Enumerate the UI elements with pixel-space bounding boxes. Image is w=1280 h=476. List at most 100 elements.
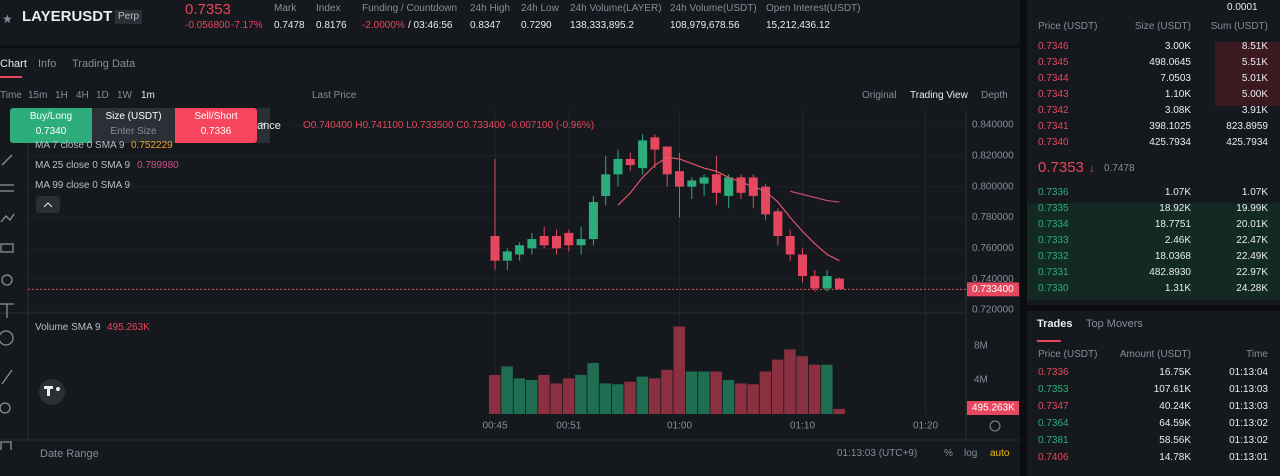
volume-tag [967,401,1019,415]
chart: 0.840000 0.820000 0.800000 0.780000 0.760000… [0,76,1020,450]
close-widget[interactable]: × [257,108,270,143]
ma-name: MA 25 close 0 SMA 9 [35,160,131,171]
ob-price: 0.7346 [1038,41,1069,52]
y-tick-label: 0.720000 [972,305,1014,316]
candle-body [711,174,721,193]
ma-value: 0.752229 [131,140,173,151]
tab[interactable]: Info [38,58,57,70]
volume-bar [747,384,759,414]
favorite-icon[interactable]: ★ [2,12,13,26]
stat-label: 24h High [470,3,511,14]
volume-bar [587,363,599,414]
trade-price: 0.7347 [1038,401,1069,412]
ob-size: 3.08K [1164,105,1191,116]
interval[interactable]: 1H [55,90,68,101]
collapse-button[interactable] [36,196,60,213]
interval[interactable]: 1D [96,90,109,101]
price-source[interactable]: Last Price [312,90,357,101]
ob-price: 0.7336 [1038,187,1069,198]
trade-amount: 40.24K [1159,401,1191,412]
size-input[interactable] [92,108,175,143]
tab[interactable]: Trading Data [72,58,136,70]
candle-body [490,236,500,261]
interval[interactable]: 1m [141,90,155,101]
ob-sum: 19.99K [1236,203,1268,214]
ob-sum: 5.51K [1241,57,1268,68]
sell-button[interactable] [175,108,257,143]
tick-size[interactable]: 0.0001 [1227,2,1258,13]
trades-panel [1027,311,1280,476]
x-tick-label: 00:45 [482,421,507,432]
volume-tag-label: 495.263K [972,403,1015,414]
stat-value: 0.7478 [274,20,305,31]
interval[interactable]: Time [0,90,22,101]
volume-bar [624,381,636,414]
stat-label: Funding / Countdown [362,3,458,14]
volume-bar [673,326,685,414]
auto-toggle[interactable]: auto [990,448,1010,459]
ob-sum: 5.00K [1241,89,1268,100]
ob-sum: 5.01K [1241,73,1268,84]
candle-body [822,276,832,289]
stat-label: Mark [274,3,297,14]
candle-body [502,251,512,261]
size-label: Size (USDT) [105,111,162,122]
view-option[interactable]: Depth [981,90,1008,101]
trade-time: 01:13:04 [1229,367,1268,378]
candle-body [625,158,635,166]
volume-tick-label: 4M [974,375,988,386]
candle-body [613,158,623,175]
tab[interactable]: Chart [0,58,27,70]
interval[interactable]: 1W [117,90,132,101]
pct-toggle[interactable]: % [944,448,953,459]
trade-price: 0.7364 [1038,418,1069,429]
candle-body [761,186,771,215]
ask-depth [1215,42,1280,106]
ob-size: 498.0645 [1149,57,1191,68]
x-tick-label: 00:51 [556,421,581,432]
ob-size: 398.1025 [1149,121,1191,132]
ob-price: 0.7344 [1038,73,1069,84]
ob-price: 0.7340 [1038,137,1069,148]
candle-body [810,276,820,289]
stat-label: 24h Low [521,3,559,14]
ob-size: 3.00K [1164,41,1191,52]
ob-size: 2.46K [1164,235,1191,246]
trade-time: 01:13:02 [1229,435,1268,446]
ob-sum: 22.97K [1236,267,1268,278]
y-tick-label: 0.740000 [972,274,1014,285]
header-panel [0,0,1020,45]
trade-price: 0.7353 [1038,384,1069,395]
collapse-icon [43,202,53,208]
log-toggle[interactable]: log [964,448,978,459]
ob-size: 18.7751 [1154,219,1191,230]
legend-symbol: ance [257,120,281,132]
last-price-tag [967,282,1019,297]
ob-sum: 20.01K [1236,219,1268,230]
volume-bar [612,384,624,414]
trade-price: 0.7336 [1038,367,1069,378]
symbol[interactable]: LAYERUSDT [22,8,113,25]
interval[interactable]: 15m [28,90,48,101]
volume-tick-label: 8M [974,341,988,352]
buy-button[interactable] [10,108,92,143]
trades-tab[interactable]: Top Movers [1086,318,1143,330]
ob-col: Size (USDT) [1134,21,1191,32]
volume-bar [821,364,833,414]
settings-icon[interactable] [989,420,1001,432]
view-option[interactable]: Trading View [910,90,968,101]
date-range[interactable]: Date Range [40,448,99,460]
view-option[interactable]: Original [862,90,897,101]
ob-col: Price (USDT) [1038,21,1098,32]
trade-price: 0.7381 [1038,435,1069,446]
direction-arrow: ↓ [1089,161,1095,175]
ob-size: 18.92K [1159,203,1191,214]
trade-time: 01:13:03 [1229,384,1268,395]
trades-tab[interactable]: Trades [1037,318,1073,330]
buy-label: Buy/Long [29,111,73,122]
volume-bar [513,378,526,414]
tv-logo-mark [56,387,60,391]
trade-amount: 58.56K [1159,435,1191,446]
interval[interactable]: 4H [76,90,89,101]
